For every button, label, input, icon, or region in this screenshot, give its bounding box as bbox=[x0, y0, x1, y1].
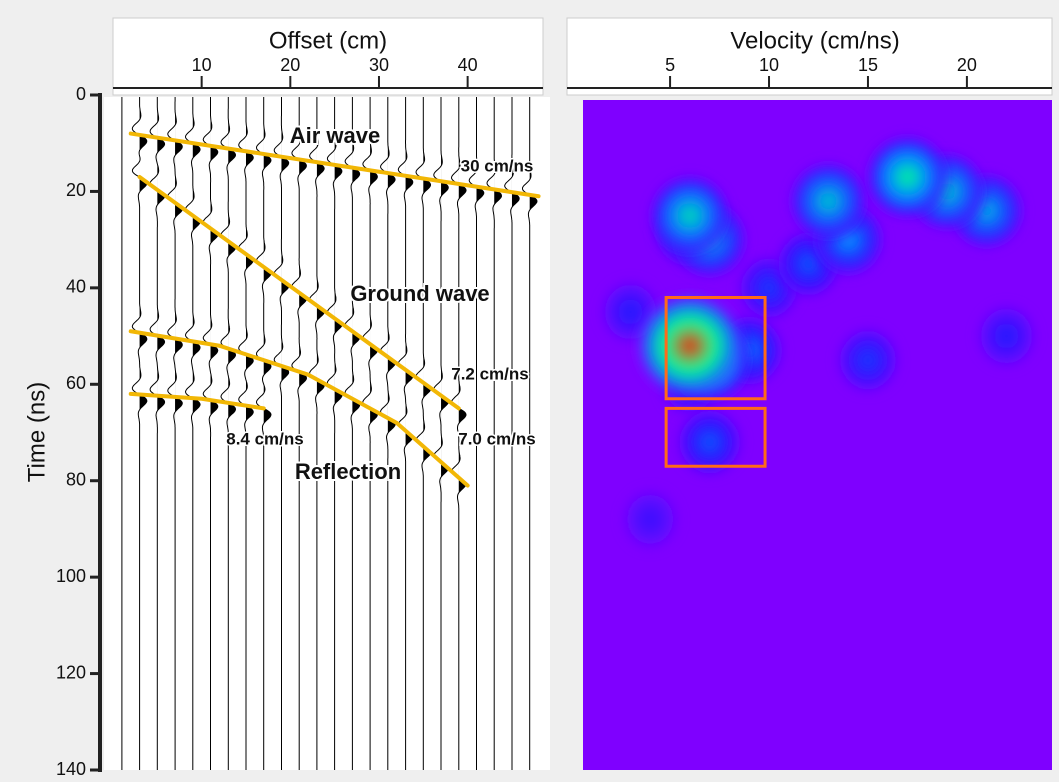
y-tick-label: 0 bbox=[76, 84, 86, 104]
x-axis-title: Velocity (cm/ns) bbox=[730, 27, 899, 54]
semblance-plot bbox=[583, 95, 1052, 770]
x-tick-label: 10 bbox=[192, 55, 212, 75]
semblance-peak bbox=[648, 174, 731, 257]
y-axis-title: Time (ns) bbox=[23, 382, 50, 482]
velocity-label: 30 cm/ns bbox=[461, 156, 534, 175]
y-tick-label: 40 bbox=[66, 277, 86, 297]
y-tick-label: 20 bbox=[66, 180, 86, 200]
semblance-peak bbox=[788, 161, 868, 242]
semblance-peak bbox=[635, 293, 745, 399]
velocity-label: 7.0 cm/ns bbox=[458, 429, 536, 448]
y-tick-label: 60 bbox=[66, 373, 86, 393]
event-label: Air wave bbox=[290, 123, 381, 148]
figure: Offset (cm) Velocity (cm/ns) Time (ns) 0… bbox=[0, 0, 1059, 782]
y-tick-label: 120 bbox=[56, 662, 86, 682]
semblance-peak bbox=[835, 326, 900, 395]
semblance-peak bbox=[865, 134, 951, 220]
velocity-label: 7.2 cm/ns bbox=[451, 364, 529, 383]
y-tick-label: 100 bbox=[56, 566, 86, 586]
x-tick-label: 5 bbox=[665, 55, 675, 75]
velocity-label: 8.4 cm/ns bbox=[226, 429, 304, 448]
x-tick-label: 30 bbox=[369, 55, 389, 75]
x-axis-title: Offset (cm) bbox=[269, 27, 387, 54]
y-tick-label: 140 bbox=[56, 759, 86, 779]
x-tick-label: 40 bbox=[458, 55, 478, 75]
x-tick-label: 20 bbox=[957, 55, 977, 75]
y-tick-label: 80 bbox=[66, 469, 86, 489]
semblance-peak bbox=[621, 488, 680, 552]
event-label: Reflection bbox=[295, 459, 401, 484]
semblance-peak bbox=[975, 303, 1037, 369]
x-tick-label: 20 bbox=[280, 55, 300, 75]
x-tick-label: 15 bbox=[858, 55, 878, 75]
x-tick-label: 10 bbox=[759, 55, 779, 75]
event-label: Ground wave bbox=[350, 281, 489, 306]
